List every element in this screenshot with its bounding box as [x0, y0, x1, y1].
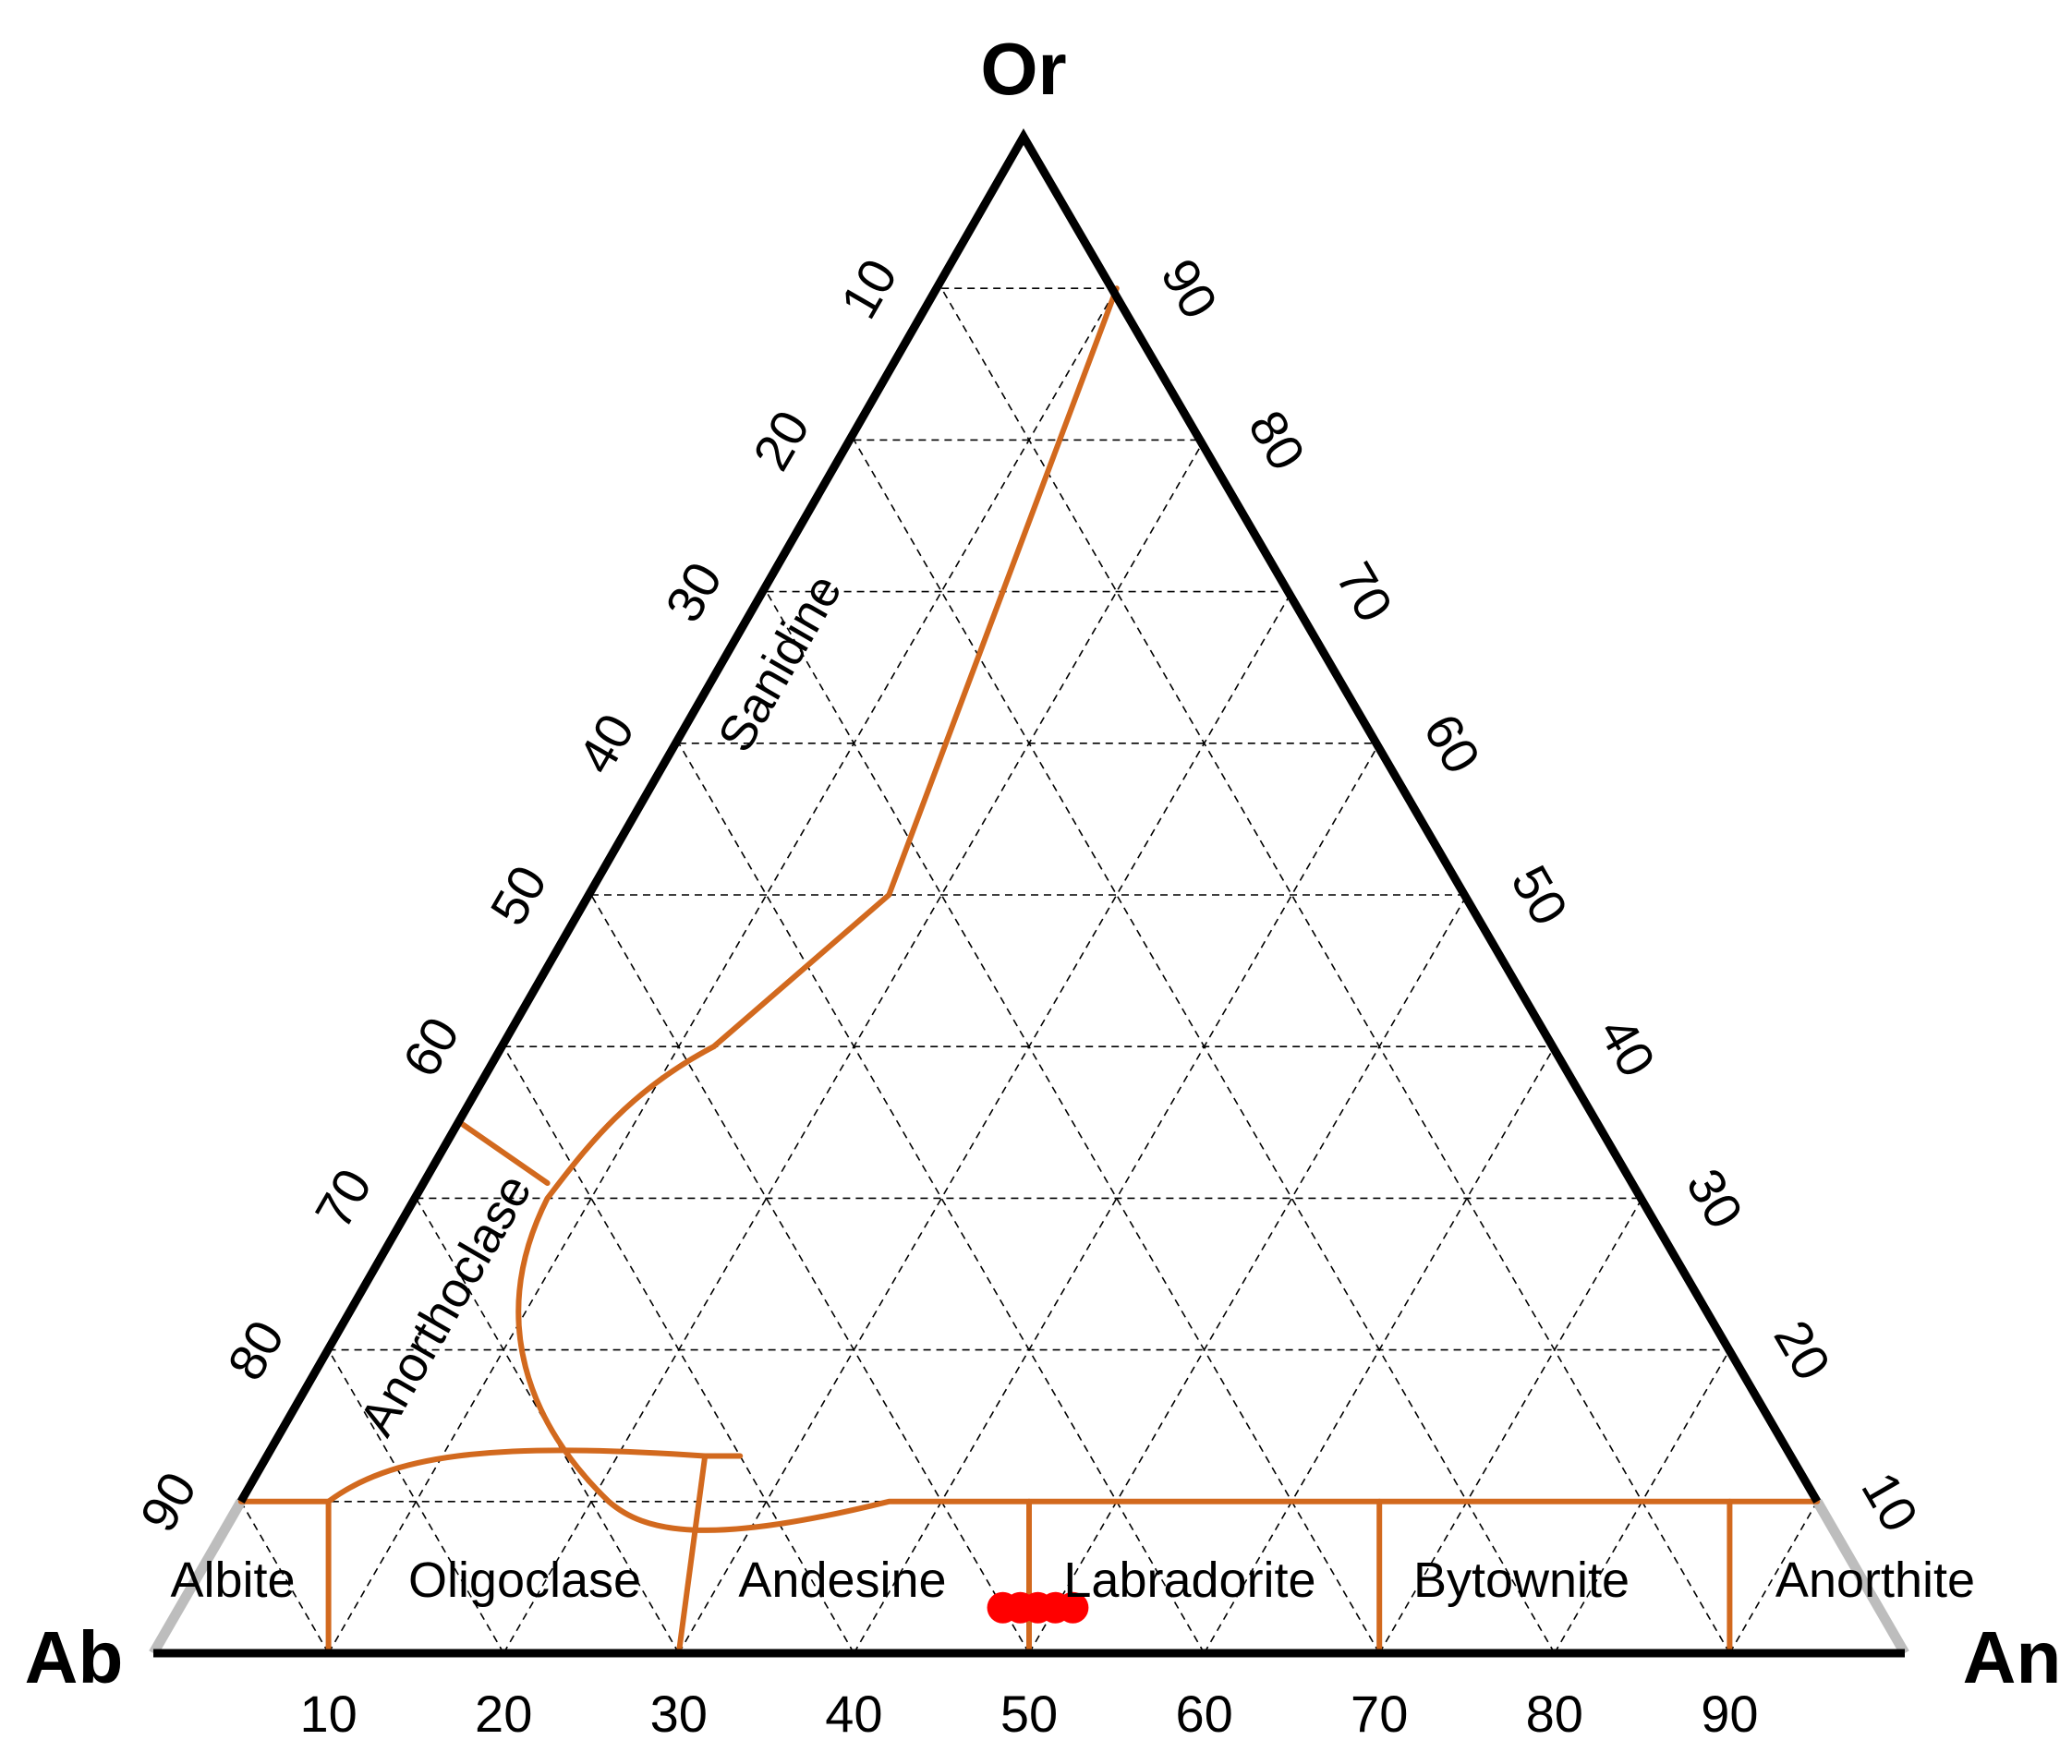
frame-corner-fade	[1812, 1499, 1909, 1656]
tick-labels-bottom: 10 20 30 40 50 60 70 80 90	[299, 1685, 1758, 1743]
tick-label-left: 80	[216, 1311, 296, 1389]
tick-label-bottom: 80	[1526, 1685, 1583, 1743]
tick-label-right: 30	[1676, 1159, 1755, 1238]
grid-lines	[240, 287, 1818, 1654]
field-boundaries	[237, 285, 1821, 1656]
tick-label-bottom: 40	[825, 1685, 882, 1743]
field-label-andesine: Andesine	[738, 1553, 946, 1608]
tick-label-right: 10	[1850, 1462, 1930, 1540]
sample-points	[987, 1591, 1089, 1624]
tick-label-bottom: 50	[1000, 1685, 1058, 1743]
tick-label-bottom: 10	[299, 1685, 357, 1743]
grid-line-an	[1028, 894, 1468, 1654]
corner-fades	[149, 1499, 1909, 1656]
vertex-label-or: Or	[980, 28, 1066, 110]
field-label-bytownite: Bytownite	[1413, 1553, 1630, 1608]
tick-label-right: 40	[1588, 1008, 1667, 1086]
grid-line-ab	[503, 1045, 855, 1654]
grid-line-an	[678, 591, 1293, 1654]
field-label-albite: Albite	[170, 1553, 295, 1608]
field-label-anorthoclase: Anorthoclase	[349, 1166, 543, 1445]
tick-label-left: 70	[304, 1159, 383, 1238]
tick-label-left: 40	[566, 704, 646, 782]
tick-label-left: 50	[479, 856, 558, 935]
grid-line-ab	[590, 894, 1030, 1654]
tick-label-bottom: 30	[650, 1685, 708, 1743]
boundary-solvus	[515, 1044, 1821, 1533]
grid-line-ab	[940, 287, 1731, 1654]
tick-label-left: 10	[829, 249, 908, 328]
triangle-frame	[153, 127, 1905, 1658]
boundary-sanidine-anorthoclase	[710, 285, 1120, 1050]
tick-label-left: 20	[742, 401, 821, 479]
boundary-anorthoclase-lower	[325, 1447, 744, 1504]
tick-label-left: 30	[654, 552, 733, 631]
tick-label-right: 50	[1500, 856, 1580, 935]
grid-line-an	[1203, 1045, 1556, 1654]
frame-corner-fade	[149, 1499, 246, 1656]
grid-line-an	[327, 287, 1118, 1654]
boundary-oligoclase-andesine	[675, 1453, 709, 1656]
vertex-label-ab: Ab	[25, 1616, 124, 1698]
tick-label-right: 60	[1412, 704, 1492, 782]
tick-label-right: 90	[1150, 249, 1230, 328]
tick-label-left: 90	[128, 1462, 208, 1540]
sample-point	[1057, 1591, 1089, 1624]
grid-line-ab	[327, 1349, 504, 1654]
boundary-anorthoclase-upper	[456, 1119, 551, 1186]
field-label-oligoclase: Oligoclase	[408, 1553, 641, 1608]
grid-line-an	[1378, 1198, 1643, 1654]
tick-label-bottom: 20	[475, 1685, 532, 1743]
tick-label-bottom: 70	[1351, 1685, 1408, 1743]
tick-label-bottom: 90	[1701, 1685, 1758, 1743]
field-label-labradorite: Labradorite	[1063, 1553, 1315, 1608]
tick-label-left: 60	[391, 1008, 470, 1086]
tick-label-right: 20	[1763, 1311, 1842, 1389]
field-label-sanidine: Sanidine	[708, 565, 853, 761]
grid-line-ab	[240, 1501, 330, 1654]
vertex-label-an: An	[1963, 1616, 2062, 1698]
tick-label-bottom: 60	[1175, 1685, 1232, 1743]
tick-label-right: 70	[1325, 552, 1404, 631]
grid-line-an	[1728, 1501, 1818, 1654]
tick-label-right: 80	[1238, 401, 1317, 479]
grid-line-ab	[765, 591, 1380, 1654]
field-label-anorthite: Anorthite	[1775, 1553, 1975, 1608]
frame-side-edges	[236, 127, 1822, 1504]
